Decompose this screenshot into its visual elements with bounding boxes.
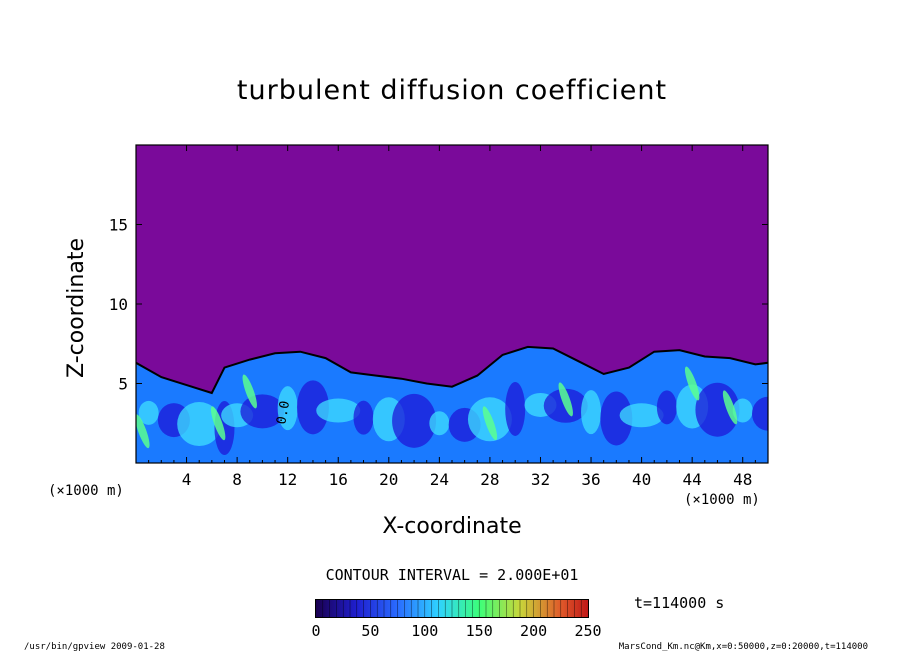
eddy-cell [619,403,664,428]
chart-title: turbulent diffusion coefficient [236,75,668,106]
eddy-cell [429,411,450,436]
zero-contour [136,345,768,395]
y-tick-label: 15 [109,216,128,235]
y-tick-label: 5 [118,375,128,394]
contour-label: 0.0 [274,400,293,426]
x-unit-right: (×1000 m) [684,492,760,508]
eddy-cell [581,390,602,435]
colorbar-tick-label: 0 [311,622,321,640]
eddy-cell [316,398,361,423]
x-tick-label: 36 [581,470,600,489]
eddy-cell [505,381,526,436]
high-value-streak [722,390,738,425]
eddy-cell [600,391,633,446]
x-tick-label: 8 [232,470,242,489]
high-value-streak [136,414,150,449]
colorbar-tick-label: 50 [361,622,380,640]
x-tick-label: 12 [278,470,297,489]
x-tick-label: 44 [683,470,702,489]
high-value-streak [558,382,573,417]
time-stamp: t=114000 s [634,594,725,612]
footer-left: /usr/bin/gpview 2009-01-28 [24,642,165,652]
eddy-cell [277,386,298,431]
eddy-cell [138,400,159,425]
x-tick-label: 24 [430,470,449,489]
y-axis-label: Z-coordinate [64,238,89,378]
high-value-streak [210,406,226,441]
x-tick-label: 40 [632,470,651,489]
eddy-cell [353,400,374,435]
y-tick-label: 10 [109,295,128,314]
colorbar [315,599,589,618]
high-value-streak [684,366,700,401]
colorbar-tick-label: 200 [520,622,548,640]
colorbar-tick-label: 250 [574,622,602,640]
colorbar-tick-label: 100 [411,622,439,640]
x-tick-label: 28 [480,470,499,489]
contour-interval: CONTOUR INTERVAL = 2.000E+01 [325,566,579,584]
x-tick-label: 20 [379,470,398,489]
x-tick-label: 32 [531,470,550,489]
x-unit-left: (×1000 m) [48,483,124,499]
x-tick-label: 4 [182,470,192,489]
high-value-streak [242,374,257,409]
footer-right: MarsCond_Km.nc@Km,x=0:50000,z=0:20000,t=… [618,642,868,652]
eddy-cell [296,380,329,435]
eddy-cell [392,393,437,448]
high-value-streak [482,406,498,441]
eddy-cell [656,390,677,425]
eddy-cell [732,398,753,423]
eddy-cell [177,402,222,447]
x-tick-label: 16 [329,470,348,489]
eddy-cell [752,396,768,431]
colorbar-tick-label: 150 [465,622,493,640]
x-tick-label: 48 [733,470,752,489]
x-axis-label: X-coordinate [382,514,522,539]
